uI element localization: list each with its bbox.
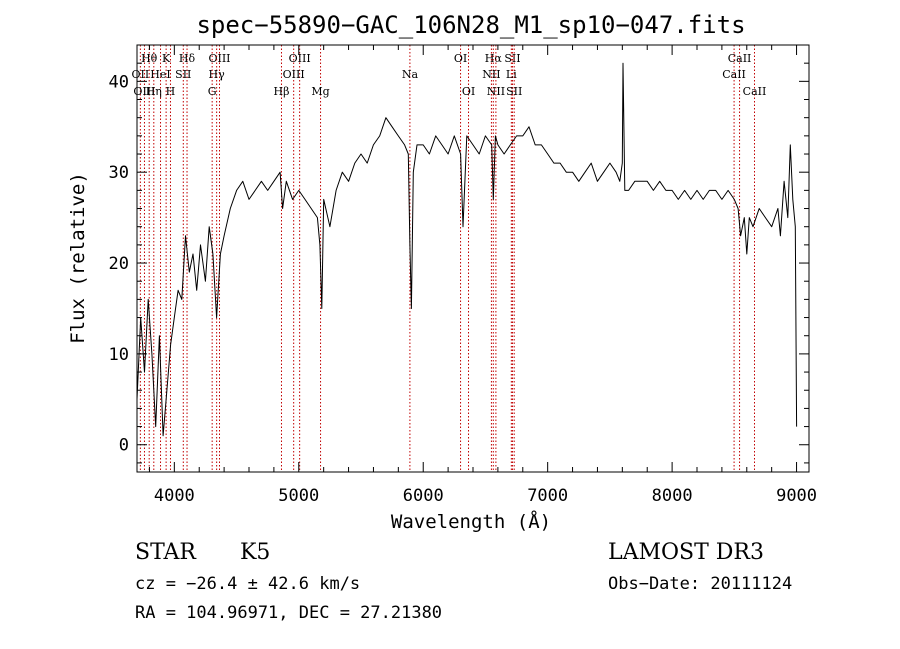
y-tick-label: 0 (119, 436, 129, 456)
y-tick-label: 20 (109, 254, 129, 274)
line-marker-label: OIII (289, 52, 311, 65)
observation-date: Obs−Date: 20111124 (608, 574, 793, 594)
axis-ticks: 4000 5000 6000 7000 8000 9000 0 10 20 30 40 (109, 44, 817, 506)
spectrum-series (136, 62, 798, 437)
y-tick-label: 40 (109, 72, 129, 92)
x-tick-label: 6000 (403, 486, 444, 506)
line-marker-label: OIII (208, 52, 230, 65)
line-marker-label: CaII (722, 68, 746, 81)
line-marker-label: SII (504, 52, 520, 65)
line-marker-label: OI (462, 85, 475, 98)
line-marker-label: G (208, 85, 217, 98)
line-markers: Hθ OII OIII K HeI Hη SII H Hδ OIII Hγ G OIII OIII Hβ Mg… (132, 45, 767, 472)
y-axis-label: Flux (relative) (67, 172, 89, 344)
object-class: STAR (135, 540, 196, 565)
y-tick-label: 30 (109, 163, 129, 183)
line-marker-label: NII (482, 68, 500, 81)
coordinates-readout: RA = 104.96971, DEC = 27.21380 (135, 603, 443, 623)
line-marker-label: SII (506, 85, 522, 98)
line-marker-label: Hβ (274, 85, 290, 98)
line-marker-label: Hα (485, 52, 503, 65)
redshift-readout: cz = −26.4 ± 42.6 km/s (135, 574, 361, 594)
line-marker-label: CaII (743, 85, 767, 98)
line-marker-label: HeI (150, 68, 170, 81)
line-marker-label: H (166, 85, 176, 98)
x-tick-label: 5000 (278, 486, 319, 506)
x-tick-label: 7000 (527, 486, 568, 506)
line-marker-label: Hθ (141, 52, 158, 65)
object-subclass: K5 (240, 540, 271, 565)
line-marker-label: Mg (311, 85, 329, 98)
plot-frame (136, 44, 810, 473)
line-marker-label: OII (132, 68, 150, 81)
x-tick-label: 9000 (776, 486, 817, 506)
line-marker-label: NII (487, 85, 505, 98)
line-marker-label: OIII (283, 68, 305, 81)
x-tick-label: 4000 (154, 486, 195, 506)
x-axis-label: Wavelength (Å) (391, 510, 551, 533)
line-marker-label: OIII (133, 85, 155, 98)
line-marker-label: Hη (146, 85, 162, 98)
line-marker-label: Na (402, 68, 419, 81)
line-marker-label: OI (454, 52, 467, 65)
line-marker-label: Hδ (179, 52, 196, 65)
line-marker-label: SII (175, 68, 191, 81)
line-marker-label: Li (506, 68, 517, 81)
line-marker-label: CaII (728, 52, 752, 65)
y-tick-label: 10 (109, 345, 129, 365)
spectrum-line (136, 62, 798, 437)
line-marker-label: Hγ (209, 68, 226, 81)
chart-title: spec−55890−GAC_106N28_M1_sp10−047.fits (196, 11, 745, 39)
x-tick-label: 8000 (652, 486, 693, 506)
survey-name: LAMOST DR3 (608, 540, 764, 565)
line-marker-label: K (162, 52, 171, 65)
